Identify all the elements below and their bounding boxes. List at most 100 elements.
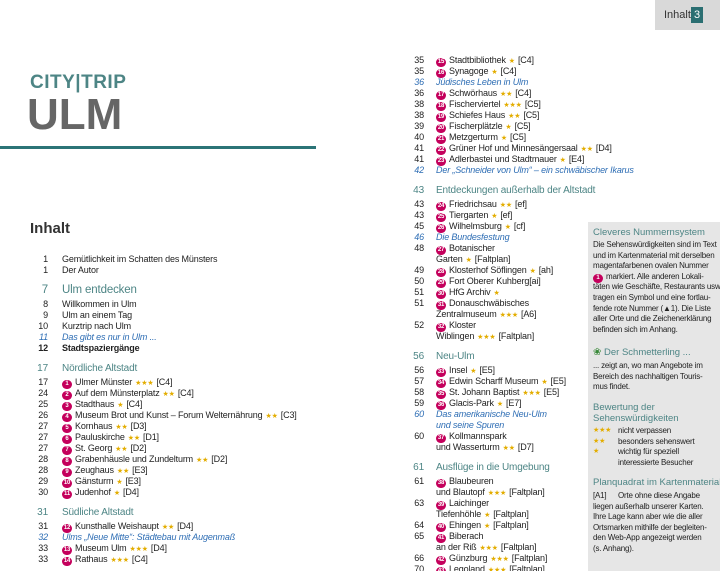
number-badge: 3 (62, 402, 72, 411)
stars: ★ (593, 448, 600, 456)
stars: ★ (541, 379, 548, 386)
stars: ★★ (580, 146, 593, 153)
page-number: 41 (414, 143, 424, 153)
entry-text: Grüner Hof und Minnesängersaal (449, 143, 578, 153)
page-number: 43 (414, 199, 424, 209)
butterfly-icon: ❀ (593, 347, 602, 358)
entry-text: Judenhof (75, 487, 111, 497)
entry-text: Klosterhof Söflingen (449, 265, 527, 275)
entry-text: HfG Archiv (449, 287, 491, 297)
number-badge: 30 (436, 290, 446, 299)
entry-text: Metzgerturm (449, 132, 498, 142)
page-number: 28 (38, 465, 48, 475)
text: tragen ein Symbol und eine fortlau- (593, 293, 711, 302)
entry-text: Synagoge (449, 66, 489, 76)
entry-line: 30 HfG Archiv ★ (436, 287, 503, 299)
map-ref: [C4] (515, 88, 532, 98)
entry-text: Wilhelmsburg (449, 221, 502, 231)
stars: ★★★ (490, 556, 509, 563)
page-number: 66 (414, 553, 424, 563)
entry-line: 4 Museum Brot und Kunst – Forum Welternäh… (62, 410, 297, 422)
entry-text: Ausflüge in die Umgebung (436, 462, 550, 473)
map-ref: [D4] (150, 543, 167, 553)
page-number: 41 (414, 154, 424, 164)
map-ref: [D2] (130, 443, 147, 453)
map-ref: [C4] (517, 55, 534, 65)
entry-line: Ulms „Neue Mitte“: Städtebau mit Augenma… (62, 532, 235, 543)
entry-line: 23 Adlerbastei und Stadtmauer ★ [E4] (436, 154, 584, 166)
stars: ★ (491, 213, 498, 220)
entry-line: Entdeckungen außerhalb der Altstadt (436, 185, 595, 196)
stars: ★★ (508, 113, 521, 120)
page-number: 9 (43, 310, 48, 320)
map-ref: [C5] (524, 99, 541, 109)
entry-text: Friedrichsau (449, 199, 497, 209)
map-ref: [D4] (122, 487, 139, 497)
entry-text: Stadtspaziergänge (62, 343, 140, 353)
entry-text: Südliche Altstadt (62, 507, 134, 518)
page-number: 27 (38, 421, 48, 431)
map-ref: [ef] (514, 199, 527, 209)
entry-text: Insel (449, 365, 468, 375)
entry-text: Kornhaus (75, 421, 113, 431)
entry-line: 41 Biberach (436, 531, 483, 543)
stars: ★★★ (499, 312, 519, 319)
sidebar-text: wichtig für speziell (618, 447, 679, 457)
text: markiert. Alle anderen Lokali- (606, 271, 704, 281)
number-badge: 36 (436, 401, 446, 410)
page-number: 61 (414, 476, 424, 486)
entry-text: Gänsturm (75, 476, 114, 486)
number-badge: 37 (436, 434, 446, 443)
stars: ★ (491, 69, 498, 76)
entry-text: Die Bundesfestung (436, 232, 510, 242)
page-number: 10 (38, 321, 48, 331)
entry-line: 37 Kollmannspark (436, 431, 507, 443)
sidebar (588, 222, 720, 571)
sidebar-title: Cleveres Nummernsystem (593, 227, 705, 238)
entry-text: Ulm an einem Tag (62, 310, 132, 320)
page-number: 30 (38, 487, 48, 497)
entry-line: 26 Wilhelmsburg ★ [cf] (436, 221, 525, 233)
sidebar-text: liegen außerhalb unserer Karten. (593, 501, 704, 511)
number-badge: 10 (62, 479, 72, 488)
page-number: 33 (38, 554, 48, 564)
entry-text: Legoland (449, 564, 485, 571)
sidebar-text: tragen ein Symbol und eine fortlau- (593, 293, 711, 304)
stars: ★★★ (522, 390, 541, 397)
sidebar-title: Der Schmetterling ... (604, 347, 691, 358)
entry-line: 36 Glacis-Park ★ [E7] (436, 398, 522, 410)
map-ref: [C5] (510, 132, 526, 142)
sidebar-title: Bewertung der (593, 402, 655, 413)
map-ref: [Faltplan] (498, 331, 535, 341)
number-badge: 12 (62, 524, 72, 533)
stars: ★ (113, 490, 120, 497)
page-number: 27 (38, 432, 48, 442)
page-number: 39 (414, 121, 424, 131)
entry-text: Nördliche Altstadt (62, 363, 138, 374)
header-tab (655, 0, 720, 30)
number-badge: 25 (436, 213, 446, 222)
entry-line: Wiblingen ★★★ [Faltplan] (436, 331, 534, 343)
stars: ★ (559, 157, 566, 164)
stars: ★★★ (479, 545, 499, 552)
stars: ★★ (115, 446, 128, 453)
header-page: 3 (691, 7, 703, 23)
entry-text: Zeughaus (75, 465, 114, 475)
page-number: 61 (413, 462, 424, 473)
entry-text: Kollmannspark (449, 431, 507, 441)
stars: ★★★ (110, 557, 129, 564)
entry-text: Museum Brot und Kunst – Forum Welternähr… (75, 410, 263, 420)
entry-line: Der Autor (62, 265, 99, 276)
number-badge: 2 (62, 391, 72, 400)
entry-line: 10 Gänsturm ★ [E3] (62, 476, 141, 488)
entry-line: 14 Rathaus ★★★ [C4] (62, 554, 148, 566)
map-ref: [E7] (506, 398, 522, 408)
entry-line: 21 Metzgerturm ★ [C5] (436, 132, 526, 144)
sidebar-text: (s. Anhang). (593, 544, 634, 553)
page-number: 38 (414, 110, 424, 120)
entry-text: Pauluskirche (75, 432, 125, 442)
number-badge: 31 (436, 301, 446, 310)
entry-text: Auf dem Münsterplatz (75, 388, 160, 398)
stars: ★★★ (593, 427, 612, 434)
page-number: 36 (414, 77, 424, 87)
